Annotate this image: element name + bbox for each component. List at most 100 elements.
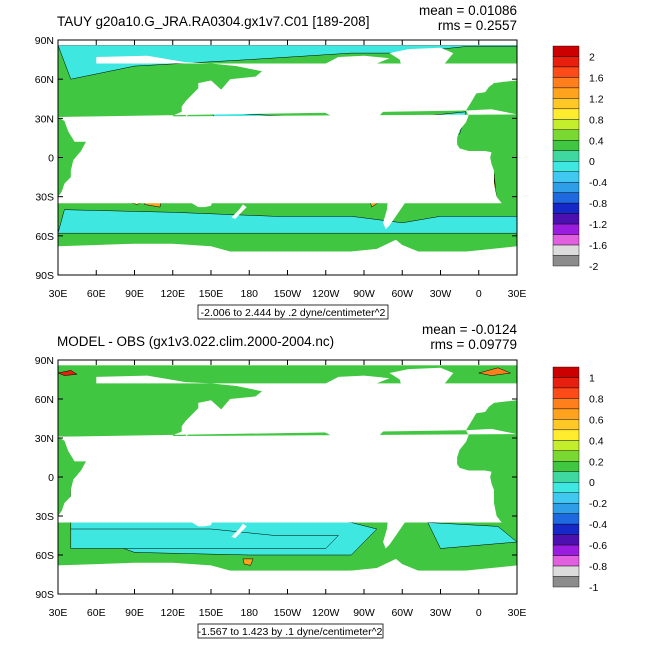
colorbar-label: -0.4	[589, 519, 607, 531]
lat-tick-label: 0	[48, 153, 54, 165]
lat-tick-label: 60S	[35, 550, 54, 562]
lon-tick-label: 30E	[508, 607, 527, 619]
lat-tick-label: 90N	[35, 35, 54, 47]
colorbar-swatch	[552, 108, 580, 120]
lon-tick-label: 0	[476, 288, 482, 300]
colorbar: 2 1.6 1.2 0.8 0.4 0 -0.4 -0.8 -1.2 -1.6 -2	[552, 45, 607, 273]
field-patch	[242, 558, 254, 566]
lat-tick-label: 30N	[35, 433, 54, 445]
lat-tick-label: 30N	[35, 113, 54, 125]
lat-tick-label: 90S	[35, 589, 54, 601]
colorbar-swatch	[552, 482, 580, 493]
lat-tick-label: 0	[48, 472, 54, 484]
field-patch	[58, 370, 78, 376]
colorbar-swatch	[552, 429, 580, 441]
colorbar-label: -0.8	[589, 561, 607, 573]
colorbar-swatch	[552, 77, 580, 89]
lon-tick-label: 120W	[312, 607, 340, 619]
colorbar-swatch	[552, 513, 580, 525]
colorbar-swatch	[552, 223, 580, 235]
colorbar-label: 2	[589, 51, 595, 63]
lon-tick-label: 120E	[160, 607, 185, 619]
colorbar-swatch	[552, 377, 580, 389]
map-area	[57, 359, 518, 595]
lon-tick-label: 60W	[391, 607, 413, 619]
land-mass	[75, 493, 84, 510]
map-area	[57, 39, 518, 276]
colorbar-swatch	[552, 56, 580, 68]
panel-title: MODEL - OBS (gx1v3.022.clim.2000-2004.nc…	[57, 334, 334, 349]
colorbar-label: -1	[589, 582, 598, 594]
lon-tick-label: 150W	[274, 607, 302, 619]
land-mass	[58, 428, 517, 523]
colorbar-swatch	[552, 440, 580, 452]
colorbar-swatch	[552, 181, 580, 193]
colorbar-swatch	[552, 544, 580, 556]
lon-tick-label: 90W	[353, 288, 375, 300]
colorbar-label: 1.6	[589, 72, 604, 84]
colorbar-swatch	[552, 492, 580, 504]
colorbar-label: 0.6	[589, 414, 604, 426]
colorbar-label: 0.8	[589, 393, 604, 405]
colorbar-swatch	[552, 98, 580, 110]
lon-tick-label: 120W	[312, 288, 340, 300]
colorbar-swatch	[552, 450, 580, 462]
panel-tauy: TAUY g20a10.G_JRA.RA0304.gx1v7.C01 [189-…	[35, 3, 607, 320]
colorbar-label: 0.2	[589, 456, 604, 468]
colorbar-label: 0.4	[589, 435, 604, 447]
colorbar-swatch	[552, 66, 580, 78]
colorbar-label: -2	[589, 261, 598, 273]
colorbar-swatch	[552, 366, 580, 378]
land-mass	[165, 171, 215, 208]
lon-tick-label: 150W	[274, 288, 302, 300]
lon-tick-label: 150E	[199, 288, 224, 300]
lat-tick-label: 30S	[35, 511, 54, 523]
colorbar-swatch	[552, 213, 580, 225]
land-mass	[468, 81, 478, 93]
colorbar-label: -0.6	[589, 540, 607, 552]
colorbar-swatch	[552, 534, 580, 546]
latitude-axis: 90N 60N 30N 0 30S 60S 90S	[35, 355, 517, 601]
map-field	[58, 40, 517, 275]
lat-tick-label: 90S	[35, 270, 54, 282]
colorbar-label: 0.4	[589, 135, 604, 147]
lon-tick-label: 90E	[125, 607, 144, 619]
range-box	[197, 304, 389, 320]
mean-label: mean = 0.01086	[419, 3, 517, 18]
lon-tick-label: 180	[240, 607, 258, 619]
map-field	[58, 360, 517, 594]
lat-tick-label: 60N	[35, 394, 54, 406]
field-patch	[58, 209, 517, 234]
colorbar-label: -1.6	[589, 240, 607, 252]
land-mass	[58, 239, 517, 275]
land-mass	[140, 470, 199, 490]
field-patch	[70, 528, 340, 549]
colorbar-swatch	[552, 502, 580, 514]
colorbar-label: 1	[589, 372, 595, 384]
colorbar-swatch	[552, 398, 580, 410]
colorbar-label: 1.2	[589, 93, 604, 105]
longitude-axis: 30E 60E 90E 120E 150E 180 150W 120W 90W 60W 30W 0 30…	[49, 360, 527, 619]
colorbar-label: -0.2	[589, 498, 607, 510]
field-patch	[427, 522, 517, 549]
lon-tick-label: 60E	[87, 607, 106, 619]
lat-tick-label: 90N	[35, 355, 54, 367]
colorbar-swatch	[552, 45, 580, 57]
colorbar-swatch	[552, 419, 580, 431]
colorbar-swatch	[552, 523, 580, 535]
colorbar-swatch	[552, 87, 580, 99]
lon-tick-label: 180	[240, 288, 258, 300]
colorbar-label: -1.2	[589, 219, 607, 231]
colorbar-swatch	[552, 161, 580, 172]
lon-tick-label: 30W	[430, 288, 452, 300]
colorbar-swatch	[552, 202, 580, 214]
lat-tick-label: 60S	[35, 231, 54, 243]
land-mass	[325, 55, 390, 67]
lon-tick-label: 120E	[160, 288, 185, 300]
rms-label: rms = 0.2557	[438, 18, 517, 33]
colorbar-swatch	[552, 129, 580, 141]
lon-tick-label: 30E	[49, 288, 68, 300]
colorbar-label: 0	[589, 477, 595, 489]
